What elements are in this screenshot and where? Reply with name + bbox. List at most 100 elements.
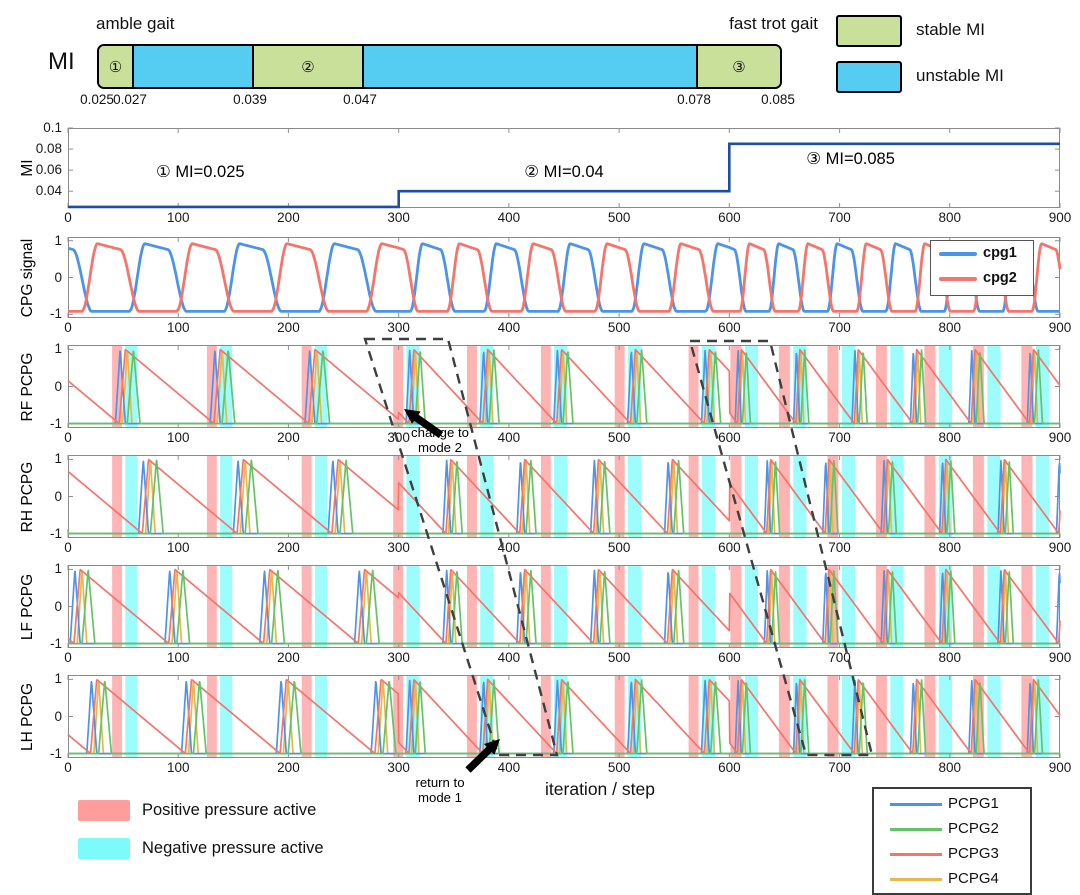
PCPG2-line-RH: [67, 459, 1061, 535]
x-tick-label: 100: [166, 320, 190, 335]
x-tick-label: 100: [166, 760, 190, 775]
x-tick-label: 900: [1048, 540, 1072, 555]
pcpg2-line-sample: [890, 828, 942, 831]
unstable-mi-label: unstable MI: [916, 66, 1004, 85]
rh-xtick-labels: 0 100 200 300 400 500 600 700 800 900: [64, 540, 1071, 555]
PCPG3-line-RH: [67, 458, 1061, 535]
plot-border: [68, 565, 1060, 648]
x-tick-label: 300: [387, 540, 410, 555]
mi-xtick-labels: 0 100 200 300 400 500 600 700 800 900: [64, 210, 1071, 225]
lf-xtick-labels: 0 100 200 300 400 500 600 700 800 900: [64, 650, 1071, 665]
x-tick-label: 0: [64, 760, 72, 775]
mi-bar-segment-unstable: [132, 46, 252, 87]
rf-plot-svg: [67, 345, 1061, 428]
y-tick-label: 0: [54, 708, 62, 724]
x-tick-label: 200: [277, 760, 300, 775]
x-tick-label: 700: [828, 760, 851, 775]
x-tick-label: 700: [828, 650, 851, 665]
x-tick-label: 500: [607, 210, 631, 225]
x-tick-label: 500: [607, 320, 631, 335]
mi-bar-segment-stable: ②: [252, 46, 362, 87]
pcpg-legend-row: PCPG4: [890, 870, 1020, 890]
mi-bar-tick-label: 0.085: [761, 92, 795, 107]
x-tick-label: 900: [1048, 650, 1072, 665]
pcpg2-legend-label: PCPG2: [948, 820, 999, 837]
x-tick-label: 0: [64, 210, 72, 225]
pcpg3-line-sample: [890, 853, 942, 856]
y-tick-label: 1: [54, 451, 62, 467]
x-tick-label: 400: [497, 650, 521, 665]
plot-border: [68, 128, 1060, 208]
mi-step-line: [68, 142, 1060, 209]
pcpg-legend-row: PCPG1: [890, 795, 1020, 815]
PCPG3-line-RF: [67, 348, 1061, 425]
pcpg-legend-row: PCPG3: [890, 845, 1020, 865]
PCPG2-line-LH: [67, 679, 1061, 755]
x-tick-label: 800: [938, 320, 962, 335]
x-tick-label: 400: [497, 320, 521, 335]
unstable-mi-swatch: [836, 61, 902, 93]
cpg1-line-sample: [939, 252, 977, 256]
mi-bar-segment-number: ①: [108, 58, 123, 76]
pcpg1-legend-label: PCPG1: [948, 795, 999, 812]
y-tick-label: 0.1: [43, 120, 62, 135]
x-tick-label: 0: [64, 430, 72, 445]
x-tick-label: 200: [277, 430, 300, 445]
cpg2-line: [67, 242, 1062, 313]
x-tick-label: 100: [166, 430, 190, 445]
x-tick-label: 100: [166, 210, 190, 225]
x-tick-label: 500: [607, 650, 631, 665]
lf-pcpg-subplot: LF PCPG 1 0 -1 0 100 200 300 400 500 600 700 800 90…: [19, 561, 1071, 665]
positive-pressure-label: Positive pressure active: [142, 801, 317, 819]
x-tick-label: 200: [277, 210, 300, 225]
y-tick-label: 0.04: [35, 183, 62, 199]
cpg1-line: [67, 242, 1061, 313]
mi-bar-segment-stable: ③: [695, 46, 780, 87]
cpg-legend-row: cpg2: [939, 269, 1029, 289]
pcpg4-line-sample: [890, 878, 942, 881]
mi-bar-tick-label: 0.025: [80, 92, 114, 107]
stable-mi-swatch: [836, 15, 902, 47]
mi-bar-tick-label: 0.078: [677, 92, 711, 107]
y-tick-label: 0.08: [35, 141, 62, 157]
x-tick-label: 500: [607, 540, 631, 555]
x-tick-label: 800: [938, 210, 962, 225]
PCPG2-line-LF: [67, 569, 1061, 645]
x-tick-label: 200: [277, 650, 300, 665]
y-tick-label: 0: [54, 269, 62, 285]
cpg-xtick-labels: 0 100 200 300 400 500 600 700 800 900: [64, 320, 1071, 335]
annotation-return-to-mode-1: return to mode 1: [415, 775, 465, 805]
pcpg1-line-sample: [890, 803, 942, 806]
mi-bar-segment-number: ③: [732, 58, 746, 76]
rh-pcpg-subplot: RH PCPG 1 0 -1 0 100 200 300 400 500 600 700 800 90…: [19, 451, 1071, 555]
x-tick-label: 0: [64, 650, 72, 665]
positive-pressure-swatch: [78, 800, 130, 821]
x-tick-label: 300: [387, 210, 410, 225]
plot-border: [68, 345, 1060, 428]
y-tick-label: 1: [54, 671, 62, 687]
y-tick-label: 0: [54, 488, 62, 504]
mi-bar-axis-label: MI: [48, 48, 75, 75]
mi-annotation-2: ② MI=0.04: [524, 163, 604, 182]
x-axis-label: iteration / step: [545, 779, 655, 799]
x-tick-label: 600: [718, 320, 741, 335]
x-tick-label: 700: [828, 210, 851, 225]
y-tick-label: 1: [54, 232, 62, 248]
x-tick-label: 400: [497, 760, 521, 775]
lf-plot-svg: [67, 565, 1061, 648]
plot-border: [68, 455, 1060, 538]
y-tick-label: -1: [49, 415, 62, 431]
y-tick-label: -1: [49, 306, 62, 322]
x-tick-label: 600: [718, 650, 741, 665]
x-tick-label: 600: [718, 210, 741, 225]
x-tick-label: 300: [387, 650, 410, 665]
x-tick-label: 500: [607, 760, 631, 775]
x-tick-label: 400: [497, 540, 521, 555]
x-tick-label: 800: [938, 760, 962, 775]
y-tick-label: 0: [54, 378, 62, 394]
y-tick-label: 1: [54, 341, 62, 357]
x-tick-label: 800: [938, 540, 962, 555]
x-tick-label: 900: [1048, 430, 1072, 445]
lh-plot-svg: [67, 675, 1061, 758]
